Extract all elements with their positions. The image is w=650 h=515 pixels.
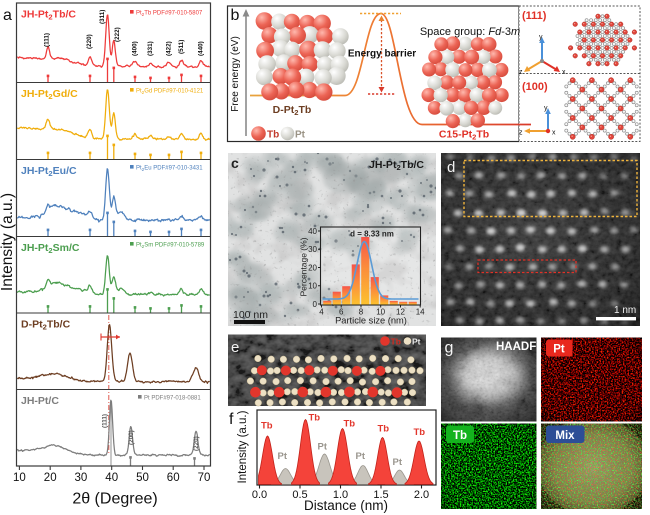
svg-text:e: e [231,339,239,356]
svg-text:Particle size (nm): Particle size (nm) [335,316,407,326]
svg-text:JH-Pt2Tb/C: JH-Pt2Tb/C [21,9,76,22]
svg-text:Percentage (%): Percentage (%) [299,237,309,296]
svg-text:D-Pt2Tb: D-Pt2Tb [273,104,312,117]
svg-text:x: x [552,130,556,137]
svg-text:(311): (311) [99,10,106,24]
svg-text:Pt: Pt [356,451,366,462]
svg-text:Free energy (eV): Free energy (eV) [230,36,241,112]
svg-text:b: b [231,7,240,24]
svg-text:JH-Pt2Eu/C: JH-Pt2Eu/C [21,165,77,178]
svg-text:(422): (422) [166,41,173,56]
svg-text:Pt: Pt [295,130,306,141]
svg-text:10: 10 [308,282,317,291]
svg-text:Tb: Tb [391,337,401,347]
svg-text:Tb: Tb [309,413,321,424]
svg-text:Pt2Tb PDF#97-010-5807: Pt2Tb PDF#97-010-5807 [136,11,203,17]
svg-text:(111): (111) [522,10,547,22]
svg-text:(222): (222) [114,27,121,42]
svg-text:Tb: Tb [261,421,273,432]
svg-text:(440): (440) [198,41,205,56]
svg-text:Intensity (a.u.): Intensity (a.u.) [0,193,16,291]
svg-text:(511): (511) [178,40,185,54]
svg-text:Pt: Pt [393,457,403,468]
svg-text:Distance (nm): Distance (nm) [304,498,388,513]
svg-text:a: a [3,7,12,24]
svg-text:Space group: Fd-3m: Space group: Fd-3m [420,26,520,38]
svg-text:x: x [562,69,566,76]
svg-text:C15-Pt2Tb: C15-Pt2Tb [439,129,489,142]
svg-text:10: 10 [13,472,26,484]
svg-text:12: 12 [396,308,405,317]
svg-text:z: z [519,69,523,76]
svg-text:(220): (220) [86,34,93,49]
svg-text:(111): (111) [102,414,109,428]
svg-text:8: 8 [359,308,364,317]
svg-text:Tb: Tb [267,130,279,141]
svg-text:Pt2Gd PDF#97-010-4121: Pt2Gd PDF#97-010-4121 [136,89,204,95]
svg-text:50: 50 [136,472,149,484]
svg-text:70: 70 [198,472,211,484]
svg-text:100 nm: 100 nm [233,309,268,321]
svg-text:d = 8.33 nm: d = 8.33 nm [350,230,394,239]
svg-text:10: 10 [376,308,385,317]
svg-text:Pt: Pt [318,442,328,453]
svg-text:2θ (Degree): 2θ (Degree) [72,491,157,508]
svg-text:Tb: Tb [378,424,390,435]
svg-text:(220): (220) [193,436,200,451]
svg-text:(331): (331) [147,41,154,56]
svg-text:0: 0 [313,300,318,309]
svg-text:(200): (200) [128,430,135,445]
svg-text:Pt2Eu PDF#97-010-3431: Pt2Eu PDF#97-010-3431 [136,166,203,172]
svg-text:Pt PDF#97-018-0881: Pt PDF#97-018-0881 [144,396,201,402]
svg-text:40: 40 [308,227,317,236]
svg-text:(111): (111) [44,33,51,47]
svg-text:60: 60 [167,472,180,484]
svg-text:Pt: Pt [278,451,288,462]
svg-text:14: 14 [416,308,425,317]
svg-text:z: z [519,130,523,137]
svg-text:d: d [447,159,455,176]
svg-text:g: g [445,340,454,357]
svg-text:20: 20 [308,263,317,272]
svg-text:f: f [229,411,234,428]
svg-text:2.0: 2.0 [414,489,429,501]
svg-text:Pt: Pt [553,344,565,356]
svg-text:20: 20 [44,472,57,484]
svg-text:HAADF: HAADF [496,341,536,353]
svg-text:Intensity (a.u.): Intensity (a.u.) [237,410,249,483]
svg-text:(100): (100) [522,81,548,93]
svg-text:4: 4 [319,308,324,317]
svg-text:Tb: Tb [344,419,356,430]
svg-text:0.0: 0.0 [252,489,267,501]
svg-text:y: y [544,105,548,112]
svg-text:JH-Pt/C: JH-Pt/C [21,395,59,407]
svg-text:c: c [231,155,239,171]
svg-text:y: y [539,34,543,41]
svg-text:1.5: 1.5 [373,489,388,501]
svg-text:Tb: Tb [414,427,426,438]
svg-text:Mix: Mix [555,430,575,442]
svg-text:40: 40 [105,472,118,484]
svg-text:(400): (400) [132,41,139,56]
svg-text:JH-Pt2Gd/C: JH-Pt2Gd/C [21,88,78,101]
svg-text:JH-Pt2Sm/C: JH-Pt2Sm/C [21,242,80,255]
svg-text:Pt2Sm PDF#97-010-5789: Pt2Sm PDF#97-010-5789 [136,243,205,249]
svg-text:Pt: Pt [412,337,421,347]
svg-text:30: 30 [75,472,88,484]
svg-text:Energy barrier: Energy barrier [348,49,416,60]
svg-text:1.0: 1.0 [333,489,348,501]
svg-text:6: 6 [339,308,344,317]
svg-text:JH-Pt2Tb/C: JH-Pt2Tb/C [369,159,424,172]
svg-text:Tb: Tb [453,430,467,442]
svg-text:1 nm: 1 nm [614,305,636,316]
svg-text:30: 30 [308,245,317,254]
svg-text:0.5: 0.5 [292,489,307,501]
svg-text:D-Pt2Tb/C: D-Pt2Tb/C [21,319,71,332]
